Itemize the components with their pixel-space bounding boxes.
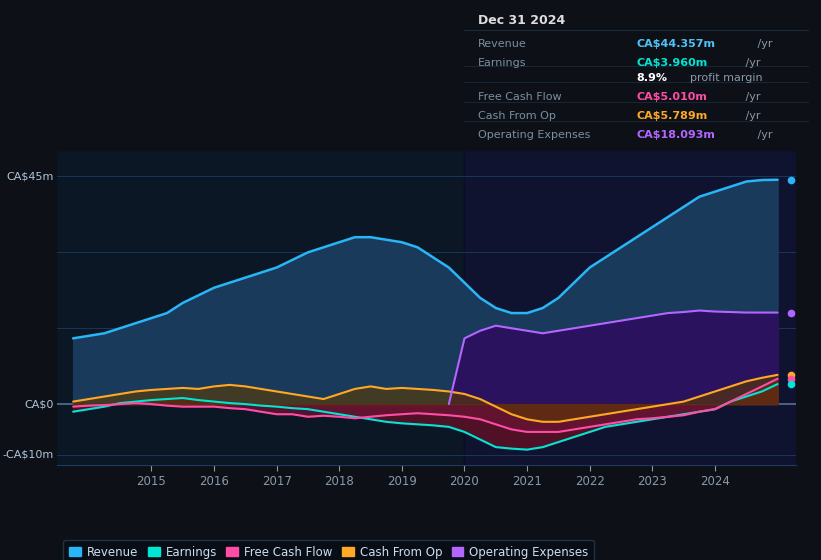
Text: Cash From Op: Cash From Op (478, 111, 556, 122)
Text: /yr: /yr (742, 111, 760, 122)
Text: CA$18.093m: CA$18.093m (636, 130, 715, 141)
Text: Dec 31 2024: Dec 31 2024 (478, 14, 565, 27)
Text: /yr: /yr (754, 130, 772, 141)
Bar (465, 151, 796, 465)
Text: /yr: /yr (742, 92, 760, 102)
Text: /yr: /yr (754, 39, 772, 49)
Legend: Revenue, Earnings, Free Cash Flow, Cash From Op, Operating Expenses: Revenue, Earnings, Free Cash Flow, Cash … (63, 540, 594, 560)
Text: CA$45m: CA$45m (7, 171, 54, 181)
Text: Revenue: Revenue (478, 39, 526, 49)
Text: CA$5.789m: CA$5.789m (636, 111, 708, 122)
Text: Operating Expenses: Operating Expenses (478, 130, 590, 141)
Text: 8.9%: 8.9% (636, 73, 667, 83)
Text: CA$44.357m: CA$44.357m (636, 39, 715, 49)
Text: CA$3.960m: CA$3.960m (636, 58, 708, 68)
Bar (57, 151, 465, 465)
Text: CA$0: CA$0 (25, 399, 54, 409)
Text: CA$5.010m: CA$5.010m (636, 92, 707, 102)
Text: /yr: /yr (742, 58, 760, 68)
Text: Free Cash Flow: Free Cash Flow (478, 92, 562, 102)
Text: Earnings: Earnings (478, 58, 526, 68)
Text: profit margin: profit margin (683, 73, 763, 83)
Text: -CA$10m: -CA$10m (2, 450, 54, 460)
